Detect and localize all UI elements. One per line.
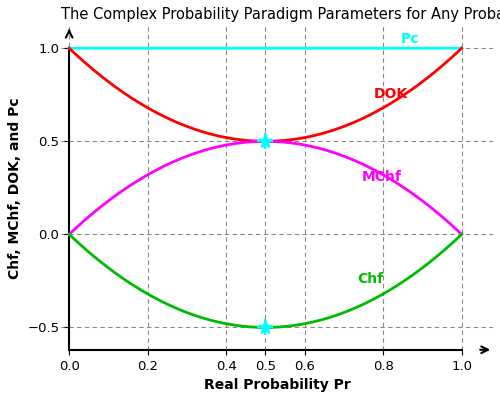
- Text: MChf: MChf: [362, 170, 402, 184]
- X-axis label: Real Probability Pr: Real Probability Pr: [204, 378, 350, 392]
- Text: The Complex Probability Paradigm Parameters for Any Probability Distribution: The Complex Probability Paradigm Paramet…: [62, 7, 500, 22]
- Text: Pc: Pc: [401, 32, 419, 45]
- Y-axis label: Chf, MChf, DOK, and Pc: Chf, MChf, DOK, and Pc: [8, 97, 22, 279]
- Text: DOK: DOK: [374, 87, 408, 101]
- Text: Chf: Chf: [358, 272, 384, 286]
